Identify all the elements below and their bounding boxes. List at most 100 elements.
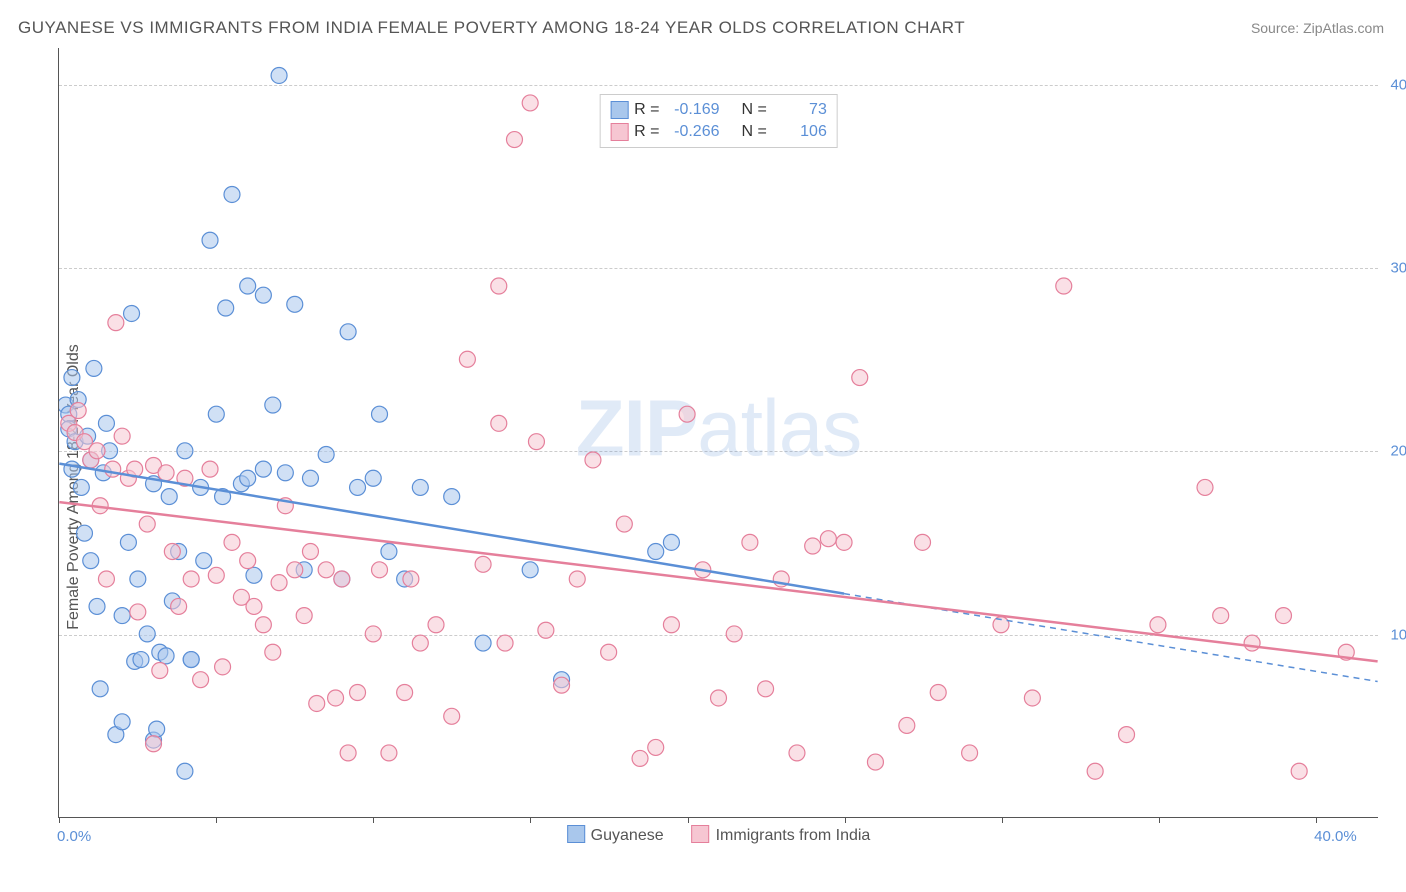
x-tick	[59, 817, 60, 823]
x-tick	[1159, 817, 1160, 823]
scatter-point	[372, 562, 388, 578]
scatter-point	[789, 745, 805, 761]
scatter-point	[1024, 690, 1040, 706]
y-tick-label: 10.0%	[1383, 626, 1406, 643]
scatter-point	[340, 745, 356, 761]
scatter-point	[86, 360, 102, 376]
scatter-point	[215, 659, 231, 675]
scatter-point	[287, 296, 303, 312]
scatter-point	[76, 525, 92, 541]
scatter-point	[265, 644, 281, 660]
scatter-point	[899, 717, 915, 733]
scatter-point	[726, 626, 742, 642]
legend-swatch-india	[610, 123, 628, 141]
scatter-svg	[59, 48, 1378, 817]
scatter-point	[372, 406, 388, 422]
scatter-point	[98, 571, 114, 587]
scatter-point	[114, 428, 130, 444]
legend-label-guyanese: Guyanese	[591, 827, 664, 844]
r-label: R =	[634, 121, 659, 143]
source-label: Source: ZipAtlas.com	[1251, 20, 1384, 36]
scatter-point	[1197, 479, 1213, 495]
scatter-point	[193, 672, 209, 688]
scatter-point	[852, 370, 868, 386]
scatter-point	[365, 470, 381, 486]
scatter-point	[412, 479, 428, 495]
n-label: N =	[742, 121, 767, 143]
scatter-point	[208, 406, 224, 422]
scatter-point	[224, 534, 240, 550]
scatter-point	[601, 644, 617, 660]
scatter-point	[820, 531, 836, 547]
scatter-point	[277, 465, 293, 481]
scatter-point	[758, 681, 774, 697]
scatter-point	[114, 714, 130, 730]
scatter-point	[1291, 763, 1307, 779]
scatter-point	[208, 567, 224, 583]
scatter-point	[350, 479, 366, 495]
scatter-point	[428, 617, 444, 633]
scatter-point	[632, 750, 648, 766]
scatter-point	[1213, 608, 1229, 624]
scatter-point	[271, 67, 287, 83]
scatter-point	[528, 434, 544, 450]
legend-swatch-guyanese-icon	[567, 825, 585, 843]
scatter-point	[1087, 763, 1103, 779]
scatter-point	[412, 635, 428, 651]
scatter-point	[89, 598, 105, 614]
scatter-point	[381, 544, 397, 560]
scatter-point	[152, 663, 168, 679]
scatter-point	[805, 538, 821, 554]
scatter-point	[475, 556, 491, 572]
scatter-point	[522, 95, 538, 111]
scatter-point	[915, 534, 931, 550]
scatter-point	[83, 553, 99, 569]
scatter-point	[522, 562, 538, 578]
scatter-point	[139, 516, 155, 532]
scatter-point	[114, 608, 130, 624]
legend-label-india: Immigrants from India	[716, 827, 871, 844]
scatter-point	[302, 470, 318, 486]
scatter-point	[742, 534, 758, 550]
scatter-point	[89, 443, 105, 459]
scatter-point	[246, 567, 262, 583]
scatter-point	[459, 351, 475, 367]
x-tick-label: 0.0%	[57, 828, 91, 845]
legend-item-guyanese: Guyanese	[567, 825, 664, 845]
scatter-point	[146, 736, 162, 752]
scatter-point	[130, 604, 146, 620]
scatter-point	[867, 754, 883, 770]
x-tick	[530, 817, 531, 823]
scatter-point	[120, 534, 136, 550]
scatter-point	[1244, 635, 1260, 651]
x-tick	[688, 817, 689, 823]
scatter-point	[98, 415, 114, 431]
x-tick	[1002, 817, 1003, 823]
scatter-point	[444, 708, 460, 724]
n-value-india: 106	[773, 121, 827, 143]
x-tick	[373, 817, 374, 823]
scatter-point	[130, 571, 146, 587]
scatter-point	[711, 690, 727, 706]
scatter-point	[246, 598, 262, 614]
scatter-point	[328, 690, 344, 706]
scatter-point	[836, 534, 852, 550]
scatter-point	[287, 562, 303, 578]
y-tick-label: 30.0%	[1383, 260, 1406, 277]
scatter-point	[124, 305, 140, 321]
scatter-point	[444, 489, 460, 505]
scatter-point	[491, 278, 507, 294]
scatter-point	[302, 544, 318, 560]
scatter-point	[350, 685, 366, 701]
scatter-point	[265, 397, 281, 413]
scatter-point	[70, 403, 86, 419]
scatter-point	[73, 479, 89, 495]
scatter-point	[105, 461, 121, 477]
chart-title: GUYANESE VS IMMIGRANTS FROM INDIA FEMALE…	[18, 18, 965, 38]
scatter-point	[663, 534, 679, 550]
scatter-point	[271, 575, 287, 591]
trend-line	[59, 464, 844, 594]
scatter-point	[255, 461, 271, 477]
scatter-point	[196, 553, 212, 569]
scatter-point	[648, 544, 664, 560]
